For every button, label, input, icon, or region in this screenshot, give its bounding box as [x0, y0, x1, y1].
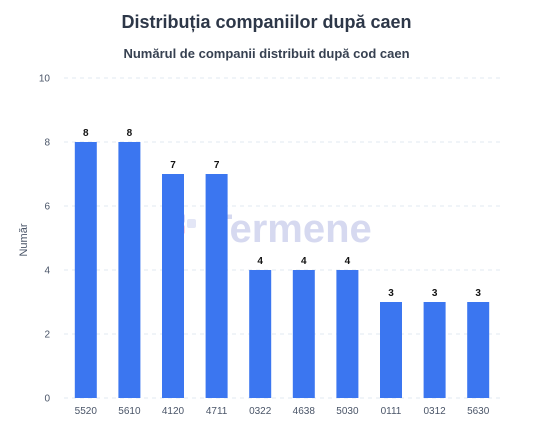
bar[interactable]: [292, 270, 315, 398]
y-tick-label: 2: [44, 330, 50, 341]
y-tick-label: 10: [39, 74, 51, 85]
bar[interactable]: [74, 142, 97, 398]
bar-value-label: 3: [388, 288, 394, 299]
x-tick-label: 5520: [75, 406, 98, 417]
x-tick-label: 4120: [162, 406, 185, 417]
bar-value-label: 3: [475, 288, 481, 299]
y-tick-label: 6: [44, 202, 50, 213]
bar[interactable]: [162, 174, 184, 398]
y-tick-label: 4: [44, 266, 50, 277]
x-tick-label: 5630: [467, 406, 490, 417]
chart-title: Distribuția companiilor după caen: [121, 12, 412, 32]
bar[interactable]: [423, 302, 446, 398]
x-tick-label: 0312: [423, 406, 446, 417]
chart-subtitle: Numărul de companii distribuit după cod …: [123, 46, 410, 61]
termene-watermark-logo: Termene: [165, 207, 372, 251]
x-tick-label: 5030: [336, 406, 359, 417]
bar-value-label: 8: [83, 128, 89, 139]
bar-value-label: 7: [214, 160, 220, 171]
x-tick-label: 4638: [293, 406, 316, 417]
bar[interactable]: [118, 142, 141, 398]
y-tick-label: 0: [44, 394, 50, 405]
bar-value-label: 4: [301, 256, 307, 267]
bar-value-label: 8: [127, 128, 133, 139]
watermark-text: Termene: [208, 207, 372, 251]
bar-value-label: 7: [170, 160, 176, 171]
bar-value-label: 3: [432, 288, 438, 299]
bar[interactable]: [336, 270, 359, 398]
bar[interactable]: [249, 270, 272, 398]
bar[interactable]: [205, 174, 228, 398]
x-tick-label: 0322: [249, 406, 272, 417]
x-tick-label: 5610: [118, 406, 141, 417]
bar[interactable]: [467, 302, 490, 398]
y-tick-label: 8: [44, 138, 50, 149]
bar[interactable]: [380, 302, 402, 398]
bar-value-label: 4: [257, 256, 263, 267]
bar-value-label: 4: [345, 256, 351, 267]
x-tick-label: 0111: [381, 406, 402, 417]
x-tick-label: 4711: [206, 406, 228, 417]
